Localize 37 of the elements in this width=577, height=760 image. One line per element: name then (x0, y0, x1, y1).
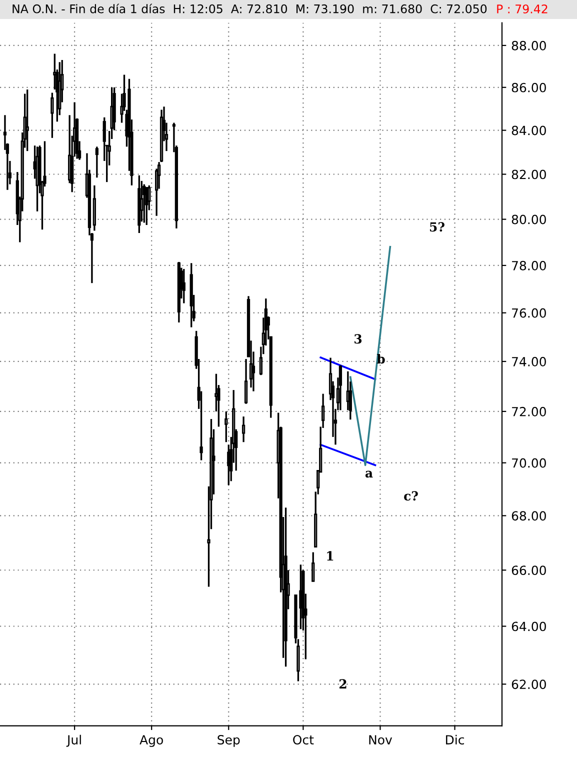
x-tick-label: Sep (218, 735, 240, 747)
x-tick-label: Nov (369, 735, 392, 745)
candlestick (312, 551, 315, 582)
annotation: a (365, 470, 373, 478)
y-tick-label: 80.00 (512, 214, 546, 224)
x-tick-label: Oct (293, 735, 314, 745)
candlestick (224, 410, 228, 443)
annotation: 3 (354, 334, 362, 344)
y-tick-label: 66.00 (512, 566, 546, 576)
annotation: 1 (327, 551, 334, 560)
y-tick-label: 62.00 (512, 680, 546, 690)
annotation: 5? (430, 222, 444, 232)
y-tick-label: 68.00 (512, 511, 546, 521)
y-tick-label: 72.00 (512, 406, 546, 416)
annotation: c? (404, 491, 418, 501)
x-tick-label: Ago (140, 735, 163, 747)
candlestick (182, 268, 186, 304)
candlestick (26, 88, 29, 152)
candlestick (95, 146, 98, 178)
annotation: 2 (339, 679, 346, 688)
x-tick-label: Jul (66, 734, 81, 747)
y-tick-label: 84.00 (512, 126, 546, 136)
text: P : 79.42 (497, 4, 548, 14)
y-tick-label: 76.00 (512, 308, 546, 318)
y-tick-label: 82.00 (512, 170, 546, 180)
candlestick (50, 92, 54, 139)
candlestick (338, 364, 342, 412)
candlestick (244, 358, 248, 405)
y-tick-label: 74.00 (512, 356, 546, 366)
y-tick-label: 70.00 (512, 458, 546, 468)
chart-title: NA O.N. - Fin de día 1 días H: 12:05 A: 72.810 M: 73.190 m: 71.680 C: 72.050 (12, 4, 487, 14)
y-tick-label: 78.00 (512, 260, 546, 270)
candlestick (242, 416, 246, 443)
y-tick-label: 64.00 (512, 622, 546, 632)
x-tick-label: Dic (446, 734, 464, 745)
y-tick-label: 88.00 (512, 40, 546, 50)
y-tick-label: 86.00 (512, 82, 546, 92)
